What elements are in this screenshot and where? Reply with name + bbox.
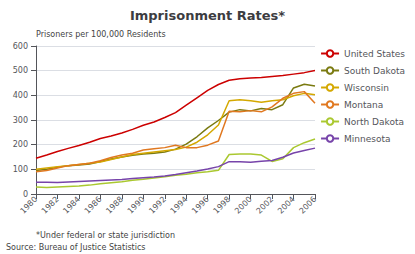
svg-text:Source: Bureau of Justice Stat: Source: Bureau of Justice Statistics [6, 243, 145, 252]
svg-text:United States: United States [344, 49, 405, 59]
svg-text:500: 500 [13, 66, 28, 75]
svg-text:200: 200 [13, 140, 28, 149]
svg-text:Imprisonment Rates*: Imprisonment Rates* [130, 8, 285, 23]
svg-text:0: 0 [23, 190, 28, 199]
svg-text:1980: 1980 [18, 195, 39, 216]
svg-text:South Dakota: South Dakota [344, 66, 405, 76]
svg-text:Wisconsin: Wisconsin [344, 83, 389, 93]
svg-text:1982: 1982 [40, 195, 61, 216]
svg-text:1992: 1992 [147, 195, 168, 216]
svg-text:1990: 1990 [126, 195, 147, 216]
svg-text:2004: 2004 [276, 195, 297, 216]
svg-text:2006: 2006 [297, 195, 318, 216]
svg-text:2002: 2002 [255, 195, 276, 216]
svg-text:1986: 1986 [83, 195, 104, 216]
svg-text:100: 100 [13, 165, 28, 174]
svg-text:1998: 1998 [212, 195, 233, 216]
svg-text:Minnesota: Minnesota [344, 134, 390, 144]
svg-text:*Under federal or state jurisd: *Under federal or state jurisdiction [36, 231, 175, 240]
svg-text:300: 300 [13, 116, 28, 125]
svg-text:1984: 1984 [61, 195, 82, 216]
svg-text:400: 400 [13, 91, 28, 100]
svg-text:2000: 2000 [233, 195, 254, 216]
svg-text:North Dakota: North Dakota [344, 117, 404, 127]
svg-text:Prisoners per 100,000 Resident: Prisoners per 100,000 Residents [36, 30, 166, 39]
svg-text:1994: 1994 [169, 195, 190, 216]
svg-text:1996: 1996 [190, 195, 211, 216]
svg-text:1988: 1988 [104, 195, 125, 216]
svg-text:600: 600 [13, 42, 28, 51]
svg-text:Montana: Montana [344, 100, 383, 110]
